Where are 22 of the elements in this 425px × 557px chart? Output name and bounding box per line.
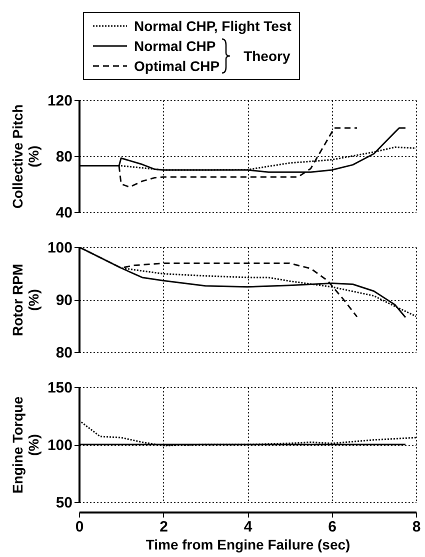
legend-label: Optimal CHP bbox=[134, 58, 220, 74]
x-axis-title: Time from Engine Failure (sec) bbox=[146, 536, 350, 552]
legend-label: Normal CHP, Flight Test bbox=[134, 18, 292, 34]
y-tick-label: 100 bbox=[47, 437, 72, 454]
y-tick-label: 40 bbox=[56, 204, 72, 222]
y-tick-label: 50 bbox=[56, 494, 72, 512]
x-tick-label: 4 bbox=[244, 518, 253, 536]
y-tick-label: 100 bbox=[47, 240, 72, 256]
y-tick-label: 80 bbox=[56, 148, 72, 166]
y-axis-title: Rotor RPM (%) bbox=[9, 264, 42, 336]
text: Theory bbox=[244, 48, 290, 64]
y-tick-label: 80 bbox=[56, 344, 72, 362]
y-axis-title: Collective Pitch (%) bbox=[9, 104, 42, 209]
x-tick-label: 6 bbox=[328, 518, 336, 536]
x-tick-label: 0 bbox=[75, 518, 84, 536]
y-tick-label: 150 bbox=[47, 380, 72, 396]
y-tick-label: 120 bbox=[47, 92, 72, 110]
legend-label: Normal CHP bbox=[134, 38, 216, 54]
x-tick-label: 8 bbox=[412, 518, 421, 536]
y-axis-title: Engine Torque (%) bbox=[9, 396, 42, 494]
y-tick-label: 90 bbox=[56, 292, 72, 309]
x-tick-label: 2 bbox=[160, 518, 168, 536]
